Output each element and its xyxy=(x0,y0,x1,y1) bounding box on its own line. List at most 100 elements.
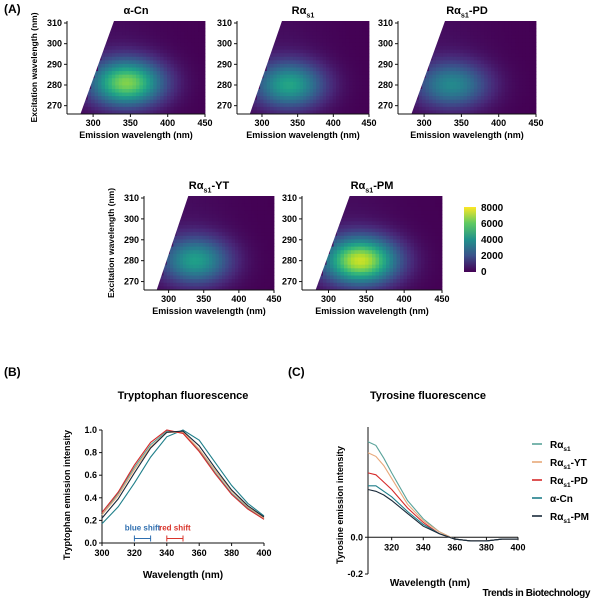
heatmap-cell xyxy=(504,53,509,58)
heatmap-cell xyxy=(276,46,281,51)
heatmap-cell xyxy=(149,53,154,58)
heatmap-cell xyxy=(122,67,127,72)
heatmap-cell xyxy=(293,63,297,68)
heatmap-cell xyxy=(362,85,367,90)
heatmap-cell xyxy=(215,271,220,276)
heatmap-cell xyxy=(453,96,458,101)
heatmap-cell xyxy=(511,88,516,93)
heatmap-cell xyxy=(417,203,422,208)
heatmap-cell xyxy=(180,24,185,29)
heatmap-cell xyxy=(333,271,338,276)
heatmap-cell xyxy=(352,81,357,86)
heatmap-y-tick-label: 310 xyxy=(124,193,139,203)
heatmap-ylabel: Excitation wavelength (nm) xyxy=(29,12,39,122)
heatmap-cell xyxy=(192,203,197,208)
heatmap-cell xyxy=(166,271,171,276)
heatmap-cell xyxy=(201,96,206,101)
heatmap-cell xyxy=(296,35,301,40)
heatmap-cell xyxy=(439,60,444,65)
heatmap-cell xyxy=(417,199,422,204)
heatmap-cell xyxy=(238,221,242,226)
heatmap-cell xyxy=(396,217,401,222)
heatmap-cell xyxy=(515,35,520,40)
heatmap-cell xyxy=(231,279,236,284)
heatmap-cell xyxy=(122,92,127,97)
heatmap-cell xyxy=(132,106,137,111)
heatmap-cell xyxy=(299,85,304,90)
heatmap-cell xyxy=(522,28,527,33)
heatmap-cell xyxy=(522,103,527,108)
heatmap-cell xyxy=(518,81,523,86)
heatmap-cell xyxy=(179,246,184,251)
heatmap-cell xyxy=(329,56,334,61)
heatmap-cell xyxy=(319,275,324,280)
heatmap-cell xyxy=(299,103,304,108)
heatmap-cell xyxy=(153,35,158,40)
heatmap-cell xyxy=(340,268,345,273)
heatmap-cell xyxy=(192,239,197,244)
tryptophan-x-tick-label: 380 xyxy=(224,548,239,558)
heatmap-cell xyxy=(410,239,415,244)
heatmap-cell xyxy=(266,85,271,90)
series-line-alpha_cn xyxy=(368,485,518,542)
heatmap-cell xyxy=(326,53,330,58)
heatmap-cell xyxy=(389,271,394,276)
heatmap-cell xyxy=(199,206,203,211)
heatmap-cell xyxy=(442,60,447,65)
heatmap-cell xyxy=(192,250,197,255)
heatmap-cell xyxy=(316,96,320,101)
heatmap-cell xyxy=(463,56,468,61)
heatmap-cell xyxy=(270,261,275,266)
heatmap-cell xyxy=(460,38,464,43)
heatmap-cell xyxy=(508,28,513,33)
heatmap-cell xyxy=(215,250,220,255)
heatmap-cell xyxy=(261,203,265,208)
heatmap-cell xyxy=(410,261,415,266)
heatmap-cell xyxy=(196,224,200,229)
heatmap-cell xyxy=(191,38,196,43)
heatmap-cell xyxy=(358,275,362,280)
heatmap-cell xyxy=(244,196,249,201)
heatmap-cell xyxy=(460,21,464,25)
heatmap-cell xyxy=(354,221,359,226)
heatmap-cell xyxy=(525,99,530,104)
heatmap-cell xyxy=(122,63,127,68)
heatmap-cell xyxy=(389,253,394,258)
heatmap-cell xyxy=(129,31,133,36)
heatmap-cell xyxy=(339,35,343,40)
heatmap-cell xyxy=(156,67,161,72)
heatmap-cell xyxy=(111,92,116,97)
heatmap-cell xyxy=(431,210,436,215)
heatmap-cell xyxy=(424,264,429,269)
heatmap-cell xyxy=(449,99,454,104)
heatmap-cell xyxy=(205,261,210,266)
heatmap-cell xyxy=(167,35,171,40)
heatmap-cell xyxy=(231,275,236,280)
heatmap-cell xyxy=(414,286,418,291)
heatmap-cell xyxy=(340,239,345,244)
heatmap-cell xyxy=(199,239,203,244)
heatmap-cell xyxy=(460,31,464,36)
heatmap-cell xyxy=(529,92,533,97)
heatmap-cell xyxy=(498,106,502,111)
heatmap-cell xyxy=(183,210,187,215)
heatmap-cell xyxy=(449,71,454,76)
heatmap-cell xyxy=(160,63,164,68)
heatmap-cell xyxy=(218,271,223,276)
heatmap-cell xyxy=(511,63,516,68)
heatmap-cell xyxy=(428,253,432,258)
heatmap-cell xyxy=(332,53,337,58)
heatmap-cell xyxy=(323,282,327,287)
heatmap-cell xyxy=(303,35,307,40)
heatmap-cell xyxy=(498,92,502,97)
heatmap-cell xyxy=(372,275,376,280)
heatmap-cell xyxy=(421,282,425,287)
heatmap-cell xyxy=(118,110,123,115)
heatmap-cell xyxy=(429,78,433,83)
heatmap-cell xyxy=(480,31,485,36)
heatmap-cell xyxy=(322,78,327,83)
heatmap-cell xyxy=(529,56,533,61)
heatmap-cell xyxy=(467,81,471,86)
heatmap-cell xyxy=(319,74,324,79)
heatmap-cell xyxy=(432,103,437,108)
